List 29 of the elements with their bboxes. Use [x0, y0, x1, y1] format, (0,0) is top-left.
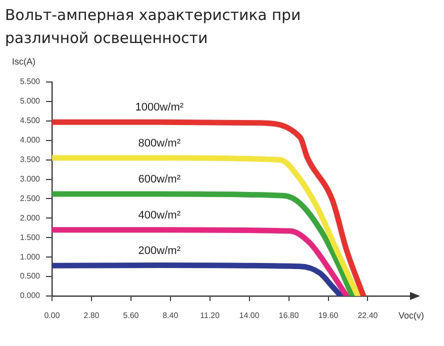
series-label: 800w/m² [138, 137, 181, 150]
y-tick-label: 4.000 [20, 136, 41, 145]
series-label: 1000w/m² [135, 102, 184, 114]
y-tick-label: 0.000 [20, 291, 41, 300]
y-tick-label: 2.500 [20, 194, 41, 203]
x-tick-label: 2.80 [84, 311, 100, 320]
x-tick-label: 8.40 [162, 311, 179, 320]
x-axis-title: Voc(v) [398, 310, 424, 320]
y-tick-label: 0.500 [20, 272, 41, 281]
series-label: 600w/m² [138, 174, 181, 186]
x-tick-label: 14.00 [239, 311, 260, 320]
y-tick-label: 1.500 [20, 232, 41, 242]
x-tick-label: 16.80 [278, 311, 300, 320]
chart-title: Вольт-амперная характеристика при различной освещенности [5, 5, 302, 49]
x-tick-label: 5.60 [123, 311, 140, 320]
y-tick-label: 2.000 [20, 213, 41, 222]
y-tick-label: 3.000 [20, 174, 41, 184]
y-tick-label: 3.500 [20, 155, 41, 164]
y-tick-label: 1.000 [20, 252, 41, 262]
series-label: 200w/m² [138, 245, 181, 258]
y-tick-label: 5.500 [20, 77, 41, 86]
y-tick-label: 4.500 [20, 116, 41, 126]
x-tick-label: 22.40 [358, 311, 378, 320]
y-axis-title: Isc(A) [12, 56, 36, 66]
y-tick-label: 5.000 [20, 96, 41, 106]
x-tick-label: 11.20 [200, 311, 220, 320]
series-label: 400w/m² [138, 209, 181, 222]
x-tick-label: 19.60 [318, 311, 339, 320]
x-tick-label: 0.00 [44, 311, 60, 320]
